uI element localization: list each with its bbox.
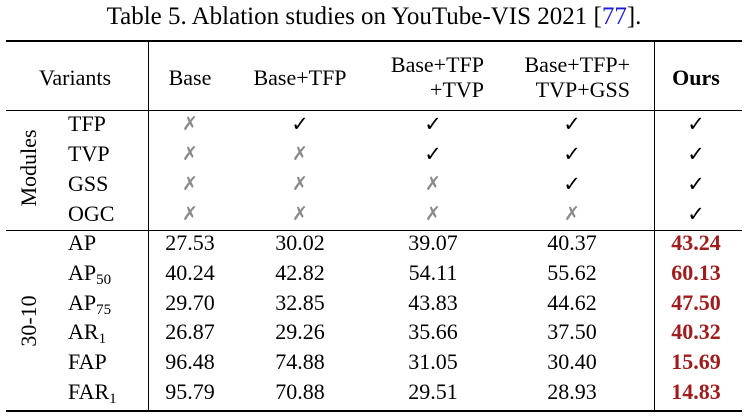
metric-value: 43.83 bbox=[408, 290, 458, 315]
metric-value: 27.53 bbox=[165, 230, 215, 255]
metric-value: 96.48 bbox=[165, 349, 215, 374]
check-icon: ✓ bbox=[563, 112, 581, 136]
metrics-group-label: 30-10 bbox=[16, 295, 41, 347]
header-ours: Ours bbox=[672, 65, 720, 90]
header-base-tfp: Base+TFP bbox=[253, 65, 347, 90]
module-name: TFP bbox=[68, 111, 106, 136]
section-rule bbox=[6, 230, 742, 231]
check-icon: ✓ bbox=[687, 142, 705, 166]
check-icon: ✓ bbox=[687, 112, 705, 136]
check-icon: ✓ bbox=[424, 142, 442, 166]
metric-value: 29.51 bbox=[408, 379, 458, 404]
cross-icon: ✗ bbox=[182, 143, 198, 165]
check-icon: ✓ bbox=[563, 172, 581, 196]
bottom-rule bbox=[6, 410, 742, 412]
check-icon: ✓ bbox=[687, 202, 705, 226]
ours-value: 40.32 bbox=[671, 319, 721, 344]
modules-group-label: Modules bbox=[16, 129, 41, 207]
metric-value: 29.26 bbox=[275, 319, 325, 344]
metric-value: 29.70 bbox=[165, 290, 215, 315]
metric-name: FAR1 bbox=[68, 379, 117, 407]
metric-value: 30.40 bbox=[547, 349, 597, 374]
metric-name: AP75 bbox=[68, 290, 112, 318]
metric-value: 54.11 bbox=[408, 260, 458, 285]
cross-icon: ✗ bbox=[182, 173, 198, 195]
header-col4-line2: TVP+GSS bbox=[535, 77, 630, 102]
cross-icon: ✗ bbox=[292, 203, 308, 225]
header-col4-line1: Base+TFP+ bbox=[524, 52, 631, 77]
metric-value: 26.87 bbox=[165, 319, 215, 344]
caption-prefix: Table 5. Ablation studies on YouTube-VIS… bbox=[106, 3, 602, 30]
header-col3-line1: Base+TFP bbox=[390, 52, 484, 77]
cross-icon: ✗ bbox=[182, 113, 198, 135]
metric-value: 44.62 bbox=[547, 290, 597, 315]
header-base-tfp-tvp: Base+TFP +TVP bbox=[382, 52, 484, 102]
metric-value: 31.05 bbox=[408, 349, 458, 374]
ours-value: 14.83 bbox=[671, 379, 721, 404]
metric-value: 39.07 bbox=[408, 230, 458, 255]
metric-name: AP bbox=[68, 230, 97, 255]
module-name: TVP bbox=[68, 141, 110, 166]
check-icon: ✓ bbox=[563, 142, 581, 166]
check-icon: ✓ bbox=[424, 112, 442, 136]
header-base: Base bbox=[168, 65, 212, 90]
check-icon: ✓ bbox=[291, 112, 309, 136]
cross-icon: ✗ bbox=[425, 173, 441, 195]
cross-icon: ✗ bbox=[564, 203, 580, 225]
top-rule bbox=[6, 40, 742, 42]
check-icon: ✓ bbox=[687, 172, 705, 196]
header-variants: Variants bbox=[38, 65, 112, 90]
header-base-tfp-tvp-gss: Base+TFP+ TVP+GSS bbox=[514, 52, 631, 102]
vline-right bbox=[654, 42, 655, 410]
metric-name: AR1 bbox=[68, 319, 107, 347]
metric-value: 40.24 bbox=[165, 260, 215, 285]
header-col3-line2: +TVP bbox=[430, 77, 484, 102]
ours-value: 60.13 bbox=[671, 260, 721, 285]
metric-name: FAP bbox=[68, 349, 107, 374]
metric-value: 28.93 bbox=[547, 379, 597, 404]
cross-icon: ✗ bbox=[292, 143, 308, 165]
metric-value: 30.02 bbox=[275, 230, 325, 255]
citation-link[interactable]: 77 bbox=[601, 3, 627, 30]
ours-value: 15.69 bbox=[671, 349, 721, 374]
metric-value: 74.88 bbox=[275, 349, 325, 374]
metric-value: 40.37 bbox=[547, 230, 597, 255]
ours-value: 43.24 bbox=[671, 230, 721, 255]
module-name: OGC bbox=[68, 201, 115, 226]
metric-value: 95.79 bbox=[165, 379, 215, 404]
module-name: GSS bbox=[68, 171, 109, 196]
metric-value: 55.62 bbox=[547, 260, 597, 285]
metric-value: 35.66 bbox=[408, 319, 458, 344]
metric-value: 32.85 bbox=[275, 290, 325, 315]
ours-value: 47.50 bbox=[671, 290, 721, 315]
metric-name: AP50 bbox=[68, 260, 112, 288]
header-rule bbox=[6, 110, 742, 111]
metric-value: 37.50 bbox=[547, 319, 597, 344]
cross-icon: ✗ bbox=[182, 203, 198, 225]
cross-icon: ✗ bbox=[425, 203, 441, 225]
vline-left bbox=[148, 42, 149, 410]
caption-suffix: ]. bbox=[626, 3, 642, 30]
metric-value: 70.88 bbox=[275, 379, 325, 404]
cross-icon: ✗ bbox=[292, 173, 308, 195]
metric-value: 42.82 bbox=[275, 260, 325, 285]
table-caption: Table 5. Ablation studies on YouTube-VIS… bbox=[0, 2, 748, 32]
